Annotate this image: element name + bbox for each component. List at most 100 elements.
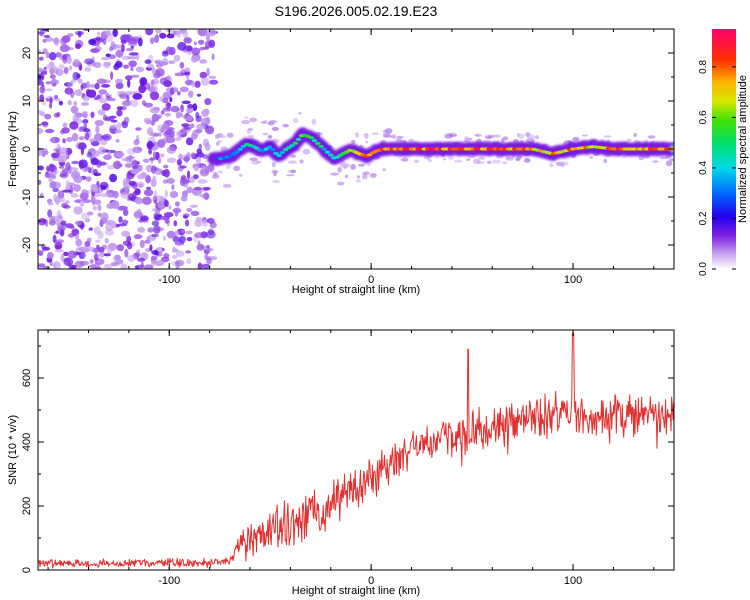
noise-blob: [109, 124, 119, 129]
noise-blob: [75, 233, 79, 240]
noise-blob: [166, 177, 175, 184]
noise-blob: [156, 247, 163, 252]
noise-blob: [79, 200, 85, 207]
ridge-peak: [269, 147, 276, 152]
noise-blob: [75, 220, 83, 226]
colorbar-tick-label: 0.2: [698, 211, 709, 225]
noise-blob: [171, 184, 175, 191]
noise-blob: [196, 123, 206, 130]
noise-blob: [174, 72, 185, 77]
noise-blob: [144, 59, 152, 64]
snr-panel: -100 0 100 0 200 400 600 Height of straight l…: [7, 329, 675, 597]
colorbar-tick-label: 0.0: [698, 262, 709, 276]
noise-blob: [267, 121, 275, 126]
y-tick-label: 0: [21, 146, 33, 152]
ridge-peak: [266, 145, 273, 149]
noise-blob: [136, 249, 141, 254]
noise-blob: [444, 133, 453, 139]
noise-blob: [98, 251, 105, 258]
noise-blob: [244, 116, 249, 119]
noise-blob: [364, 132, 369, 139]
noise-blob: [152, 195, 158, 203]
noise-blob: [85, 88, 91, 97]
noise-blob: [104, 116, 115, 121]
noise-blob: [193, 41, 198, 46]
noise-blob: [103, 253, 111, 257]
noise-blob: [49, 97, 53, 104]
noise-blob: [46, 63, 56, 70]
noise-blob: [382, 132, 391, 137]
noise-blob: [67, 33, 74, 37]
noise-blob: [77, 265, 82, 269]
noise-blob: [174, 231, 180, 237]
noise-blob: [62, 168, 68, 176]
noise-blob: [103, 154, 112, 160]
noise-blob: [199, 59, 208, 64]
noise-blob: [54, 196, 61, 205]
noise-blob: [98, 89, 108, 95]
noise-blob: [201, 77, 210, 86]
noise-blob: [123, 187, 128, 194]
noise-blob: [73, 58, 80, 64]
noise-blob: [151, 113, 160, 122]
noise-blob: [113, 160, 122, 170]
noise-blob: [159, 32, 167, 39]
noise-blob: [88, 38, 97, 46]
noise-blob: [67, 81, 74, 87]
noise-blob: [175, 250, 185, 257]
noise-blob: [128, 60, 137, 68]
noise-blob: [150, 91, 160, 101]
noise-blob: [290, 169, 297, 174]
noise-blob: [98, 246, 105, 253]
noise-blob: [193, 166, 200, 172]
noise-blob: [130, 66, 134, 72]
noise-blob: [68, 167, 79, 171]
noise-blob: [249, 117, 258, 123]
noise-blob: [226, 132, 234, 138]
noise-blob: [138, 164, 143, 171]
noise-blob: [162, 57, 169, 66]
noise-blob: [505, 156, 514, 161]
noise-blob: [157, 157, 162, 164]
noise-blob: [178, 153, 183, 160]
y-tick-label: -10: [21, 189, 33, 205]
noise-blob: [168, 205, 172, 210]
noise-blob: [125, 75, 133, 81]
noise-blob: [285, 174, 295, 177]
noise-blob: [116, 91, 127, 95]
noise-blob: [83, 122, 87, 129]
noise-blob: [86, 151, 92, 158]
noise-blob: [133, 234, 143, 240]
figure-title: S196.2026.005.02.19.E23: [275, 3, 438, 19]
noise-blob: [130, 168, 140, 175]
spectrogram-ylabel: Frequency (Hz): [7, 111, 19, 187]
noise-blob: [356, 179, 361, 183]
noise-blob: [185, 230, 193, 235]
noise-blob: [144, 102, 154, 108]
noise-blob: [175, 259, 185, 267]
noise-blob: [125, 47, 134, 52]
noise-blob: [140, 261, 144, 269]
noise-blob: [185, 250, 191, 254]
noise-blob: [414, 159, 420, 164]
noise-blob: [104, 30, 112, 37]
noise-blob: [190, 152, 196, 159]
noise-blob: [97, 31, 101, 36]
noise-blob: [84, 58, 94, 65]
noise-blob: [371, 132, 379, 135]
noise-blob: [396, 135, 402, 142]
noise-blob: [61, 35, 71, 43]
noise-blob: [110, 220, 117, 229]
noise-blob: [155, 29, 162, 34]
noise-blob: [262, 132, 269, 136]
noise-blob: [75, 30, 84, 36]
noise-blob: [197, 262, 202, 269]
noise-blob: [85, 81, 90, 89]
noise-blob: [114, 61, 123, 68]
ridge-peak: [276, 153, 282, 158]
noise-blob: [173, 220, 178, 227]
noise-blob: [78, 159, 88, 168]
noise-blob: [147, 227, 154, 233]
noise-blob: [51, 181, 61, 189]
noise-blob: [139, 77, 148, 86]
